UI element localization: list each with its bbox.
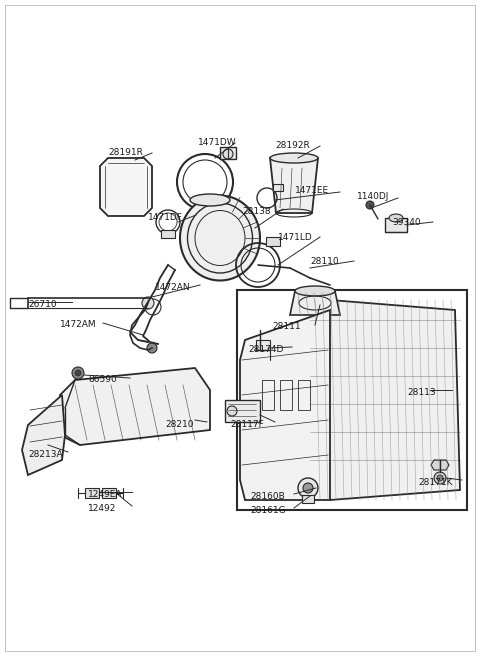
Ellipse shape	[295, 286, 335, 296]
Polygon shape	[290, 291, 340, 315]
Polygon shape	[100, 158, 152, 216]
Circle shape	[298, 478, 318, 498]
Text: 28113: 28113	[407, 388, 436, 397]
Text: 86590: 86590	[88, 375, 117, 384]
Text: 28161G: 28161G	[250, 506, 286, 515]
Text: 28192R: 28192R	[275, 141, 310, 150]
Text: 28210: 28210	[165, 420, 193, 429]
Polygon shape	[310, 300, 460, 500]
Text: 28171K: 28171K	[418, 478, 453, 487]
Circle shape	[437, 475, 443, 481]
Text: 1471DF: 1471DF	[148, 213, 183, 222]
Ellipse shape	[389, 214, 403, 222]
Bar	[85, 488, 99, 498]
Bar	[262, 380, 274, 410]
Bar	[256, 340, 270, 350]
Bar	[161, 230, 175, 238]
Ellipse shape	[190, 194, 230, 206]
Text: 39340: 39340	[392, 218, 420, 227]
Bar	[298, 380, 310, 410]
Text: 28174D: 28174D	[248, 345, 283, 354]
Polygon shape	[22, 395, 65, 475]
Bar	[280, 380, 292, 410]
Bar	[237, 290, 467, 510]
Text: 28117F: 28117F	[230, 420, 264, 429]
Text: 26710: 26710	[28, 300, 57, 309]
Text: 28213A: 28213A	[28, 450, 62, 459]
Text: 1140DJ: 1140DJ	[357, 192, 389, 201]
Text: 1471EE: 1471EE	[295, 186, 329, 195]
Text: 28110: 28110	[310, 257, 338, 266]
Circle shape	[72, 367, 84, 379]
Text: 28111: 28111	[272, 322, 300, 331]
Bar	[225, 400, 260, 422]
Ellipse shape	[270, 153, 318, 163]
Polygon shape	[431, 460, 449, 470]
Circle shape	[223, 149, 233, 159]
Bar	[266, 237, 280, 246]
Bar	[220, 147, 236, 159]
Text: 28160B: 28160B	[250, 492, 285, 501]
Circle shape	[434, 472, 446, 484]
Bar	[385, 218, 407, 232]
Polygon shape	[60, 368, 210, 445]
Text: 1471DW: 1471DW	[198, 138, 237, 147]
Text: 28138: 28138	[242, 207, 271, 216]
Circle shape	[75, 370, 81, 376]
Bar	[302, 495, 314, 503]
Circle shape	[147, 343, 157, 353]
Text: 1249EA: 1249EA	[88, 490, 122, 499]
Circle shape	[366, 201, 374, 209]
Ellipse shape	[180, 195, 260, 281]
Text: 1472AM: 1472AM	[60, 320, 96, 329]
Circle shape	[227, 406, 237, 416]
Text: 1471LD: 1471LD	[278, 233, 313, 242]
Polygon shape	[270, 158, 318, 213]
Circle shape	[303, 483, 313, 493]
Bar	[273, 184, 283, 191]
Text: 28191R: 28191R	[108, 148, 143, 157]
Polygon shape	[240, 310, 330, 500]
Bar	[102, 488, 116, 498]
Text: 12492: 12492	[88, 504, 116, 513]
Circle shape	[142, 297, 154, 309]
Text: 1472AN: 1472AN	[155, 283, 191, 292]
